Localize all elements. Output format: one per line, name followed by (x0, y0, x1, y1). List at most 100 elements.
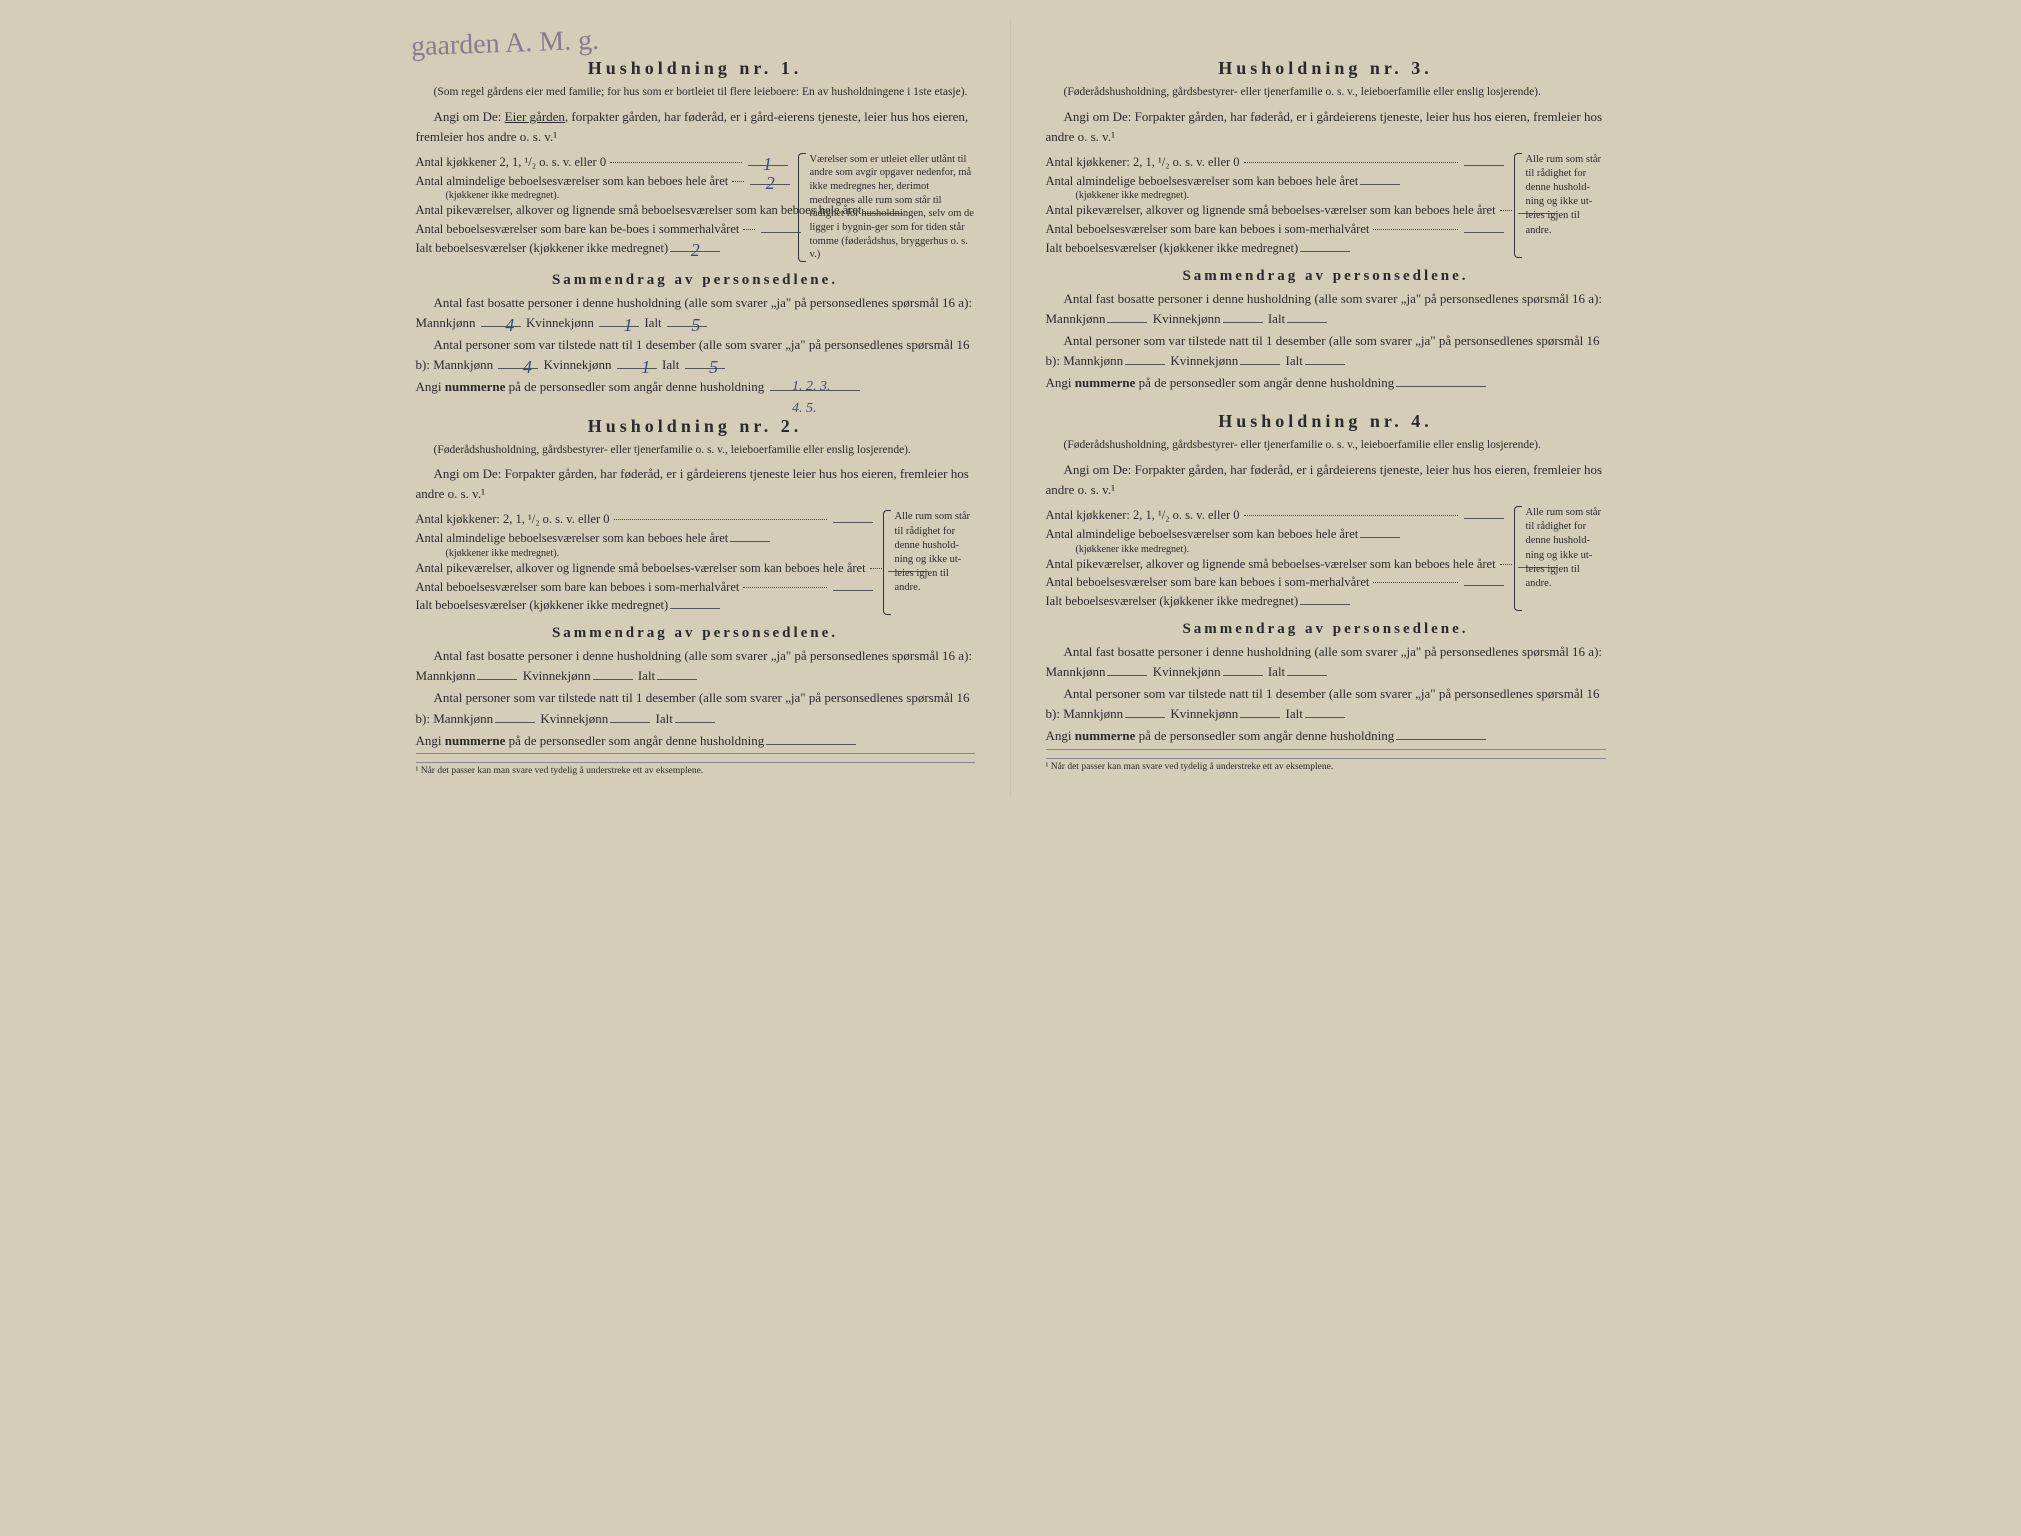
hh3-alm-note: (kjøkkener ikke medregnet). (1076, 190, 1506, 201)
hh2-angi: Angi om De: Forpakter gården, har føderå… (416, 464, 975, 504)
hh3-num-post: på de personsedler som angår denne husho… (1135, 375, 1394, 390)
hh4-samm-l2: Antal personer som var tilstede natt til… (1046, 684, 1606, 724)
hh1-l1-i: 5 (667, 326, 707, 327)
hh4-num-post: på de personsedler som angår denne husho… (1135, 728, 1394, 743)
hh4-nummer: Angi nummerne på de personsedler som ang… (1046, 726, 1606, 746)
hh4-title: Husholdning nr. 4. (1046, 411, 1606, 432)
hh1-sidenote: Værelser som er utleiet eller utlånt til… (800, 153, 975, 262)
hh2-l1-klabel: Kvinnekjønn (523, 668, 591, 683)
hh2-num-val (766, 744, 856, 745)
brace-icon (1514, 153, 1522, 258)
hh1-l1-ilabel: Ialt (644, 315, 661, 330)
hh2-sommer-label: Antal beboelsesværelser som bare kan beb… (416, 578, 740, 597)
hh3-kjokken-row: Antal kjøkkener: 2, 1, ¹/₂ o. s. v. elle… (1046, 153, 1506, 172)
hh2-ialt-value (670, 608, 720, 609)
hh1-l2-i: 5 (685, 368, 725, 369)
hh3-sommer-row: Antal beboelsesværelser som bare kan beb… (1046, 220, 1506, 239)
brace-icon (883, 510, 891, 615)
hh3-samm-l1: Antal fast bosatte personer i denne hush… (1046, 289, 1606, 329)
hh3-rooms-block: Antal kjøkkener: 2, 1, ¹/₂ o. s. v. elle… (1046, 153, 1606, 258)
hh3-l1-pre: Antal fast bosatte personer i denne hush… (1046, 291, 1603, 326)
hh4-sommer-label: Antal beboelsesværelser som bare kan beb… (1046, 573, 1370, 592)
hh3-ialt-value (1300, 251, 1350, 252)
hh1-title: Husholdning nr. 1. (416, 58, 975, 79)
hh4-num-pre: Angi (1046, 728, 1075, 743)
hh4-l1-ilabel: Ialt (1268, 664, 1285, 679)
hh4-sommer-value (1464, 585, 1504, 586)
hh4-l2-k (1240, 717, 1280, 718)
hh2-ialt-label: Ialt beboelsesværelser (kjøkkener ikke m… (416, 596, 669, 615)
hh4-angi: Angi om De: Forpakter gården, har føderå… (1046, 460, 1606, 500)
hh1-pike-label: Antal pikeværelser, alkover og lignende … (416, 201, 862, 220)
hh3-l2-klabel: Kvinnekjønn (1170, 353, 1238, 368)
hh3-sommer-value (1464, 232, 1504, 233)
brace-icon (798, 153, 806, 262)
hh2-ialt-row: Ialt beboelsesværelser (kjøkkener ikke m… (416, 596, 875, 615)
hh2-alm-note: (kjøkkener ikke medregnet). (446, 548, 875, 559)
hh1-kjokken-row: Antal kjøkkener 2, 1, ¹/₂ o. s. v. eller… (416, 153, 790, 172)
right-page: Husholdning nr. 3. (Føderådshusholdning,… (1011, 20, 1641, 796)
hh3-alm-label: Antal almindelige beboelsesværelser som … (1046, 172, 1359, 191)
brace-icon (1514, 506, 1522, 611)
hh2-samm-l2: Antal personer som var tilstede natt til… (416, 688, 975, 728)
hh3-num-bold: nummerne (1075, 375, 1136, 390)
hh2-num-pre: Angi (416, 733, 445, 748)
left-page: gaarden A. M. g. Husholdning nr. 1. (Som… (381, 20, 1011, 796)
hh1-pike-row: Antal pikeværelser, alkover og lignende … (416, 201, 790, 220)
hh1-kjokken-value: 1 (748, 165, 788, 166)
hh2-sommer-row: Antal beboelsesværelser som bare kan beb… (416, 578, 875, 597)
hh1-rooms-block: Antal kjøkkener 2, 1, ¹/₂ o. s. v. eller… (416, 153, 975, 262)
hh1-sidenote-text: Værelser som er utleiet eller utlånt til… (810, 154, 974, 260)
hh1-alm-label: Antal almindelige beboelsesværelser som … (416, 172, 729, 191)
hh1-l2-m: 4 (498, 368, 538, 369)
hh1-sommer-row: Antal beboelsesværelser som bare kan be-… (416, 220, 790, 239)
hh4-l2-m (1125, 717, 1165, 718)
hh4-kjokken-row: Antal kjøkkener: 2, 1, ¹/₂ o. s. v. elle… (1046, 506, 1506, 525)
hh4-alm-label: Antal almindelige beboelsesværelser som … (1046, 525, 1359, 544)
hh3-alm-row: Antal almindelige beboelsesværelser som … (1046, 172, 1506, 191)
hh4-pike-row: Antal pikeværelser, alkover og lignende … (1046, 555, 1506, 574)
hh3-kjokken-value (1464, 165, 1504, 166)
hh3-samm-title: Sammendrag av personsedlene. (1046, 268, 1606, 285)
hh4-kjokken-value (1464, 518, 1504, 519)
hh1-ialt-label: Ialt beboelsesværelser (kjøkkener ikke m… (416, 239, 669, 258)
hh3-l1-k (1223, 322, 1263, 323)
hh3-sidenote: Alle rum som står til rådighet for denne… (1516, 153, 1606, 258)
hh1-samm-title: Sammendrag av personsedlene. (416, 272, 975, 289)
hh4-ialt-label: Ialt beboelsesværelser (kjøkkener ikke m… (1046, 592, 1299, 611)
hh3-num-pre: Angi (1046, 375, 1075, 390)
hh4-l2-pre: Antal personer som var tilstede natt til… (1046, 686, 1600, 721)
handwritten-annotation: gaarden A. M. g. (410, 25, 599, 64)
hh1-alm-row: Antal almindelige beboelsesværelser som … (416, 172, 790, 191)
hh3-alm-value (1360, 184, 1400, 185)
hh4-num-val (1396, 739, 1486, 740)
hh1-ialt-value: 2 (670, 251, 720, 252)
hh2-num-post: på de personsedler som angår denne husho… (505, 733, 764, 748)
hh3-angi: Angi om De: Forpakter gården, har føderå… (1046, 107, 1606, 147)
hh1-l1-m: 4 (481, 326, 521, 327)
hh1-kjokken-label: Antal kjøkkener 2, 1, ¹/₂ o. s. v. eller… (416, 153, 607, 172)
hh2-kjokken-label: Antal kjøkkener: 2, 1, ¹/₂ o. s. v. elle… (416, 510, 610, 529)
hh1-ialt-row: Ialt beboelsesværelser (kjøkkener ikke m… (416, 239, 790, 258)
hh3-kjokken-label: Antal kjøkkener: 2, 1, ¹/₂ o. s. v. elle… (1046, 153, 1240, 172)
hh3-nummer: Angi nummerne på de personsedler som ang… (1046, 373, 1606, 393)
hh3-samm-l2: Antal personer som var tilstede natt til… (1046, 331, 1606, 371)
divider (416, 753, 975, 754)
hh2-pike-label: Antal pikeværelser, alkover og lignende … (416, 559, 866, 578)
hh3-sommer-label: Antal beboelsesværelser som bare kan beb… (1046, 220, 1370, 239)
hh1-num-pre: Angi (416, 379, 445, 394)
hh2-l2-pre: Antal personer som var tilstede natt til… (416, 690, 970, 725)
hh4-sidenote: Alle rum som står til rådighet for denne… (1516, 506, 1606, 611)
hh1-angi-underlined: Eier gården (505, 109, 565, 124)
hh1-angi-prefix: Angi om De: (434, 109, 502, 124)
hh3-l1-m (1107, 322, 1147, 323)
hh3-pike-label: Antal pikeværelser, alkover og lignende … (1046, 201, 1496, 220)
hh2-l1-i (657, 679, 697, 680)
hh3-l2-i (1305, 364, 1345, 365)
hh2-rooms-block: Antal kjøkkener: 2, 1, ¹/₂ o. s. v. elle… (416, 510, 975, 615)
hh3-ialt-label: Ialt beboelsesværelser (kjøkkener ikke m… (1046, 239, 1299, 258)
hh3-ialt-row: Ialt beboelsesværelser (kjøkkener ikke m… (1046, 239, 1506, 258)
hh4-l2-i (1305, 717, 1345, 718)
hh1-sommer-value (761, 232, 801, 233)
hh2-l1-ilabel: Ialt (638, 668, 655, 683)
